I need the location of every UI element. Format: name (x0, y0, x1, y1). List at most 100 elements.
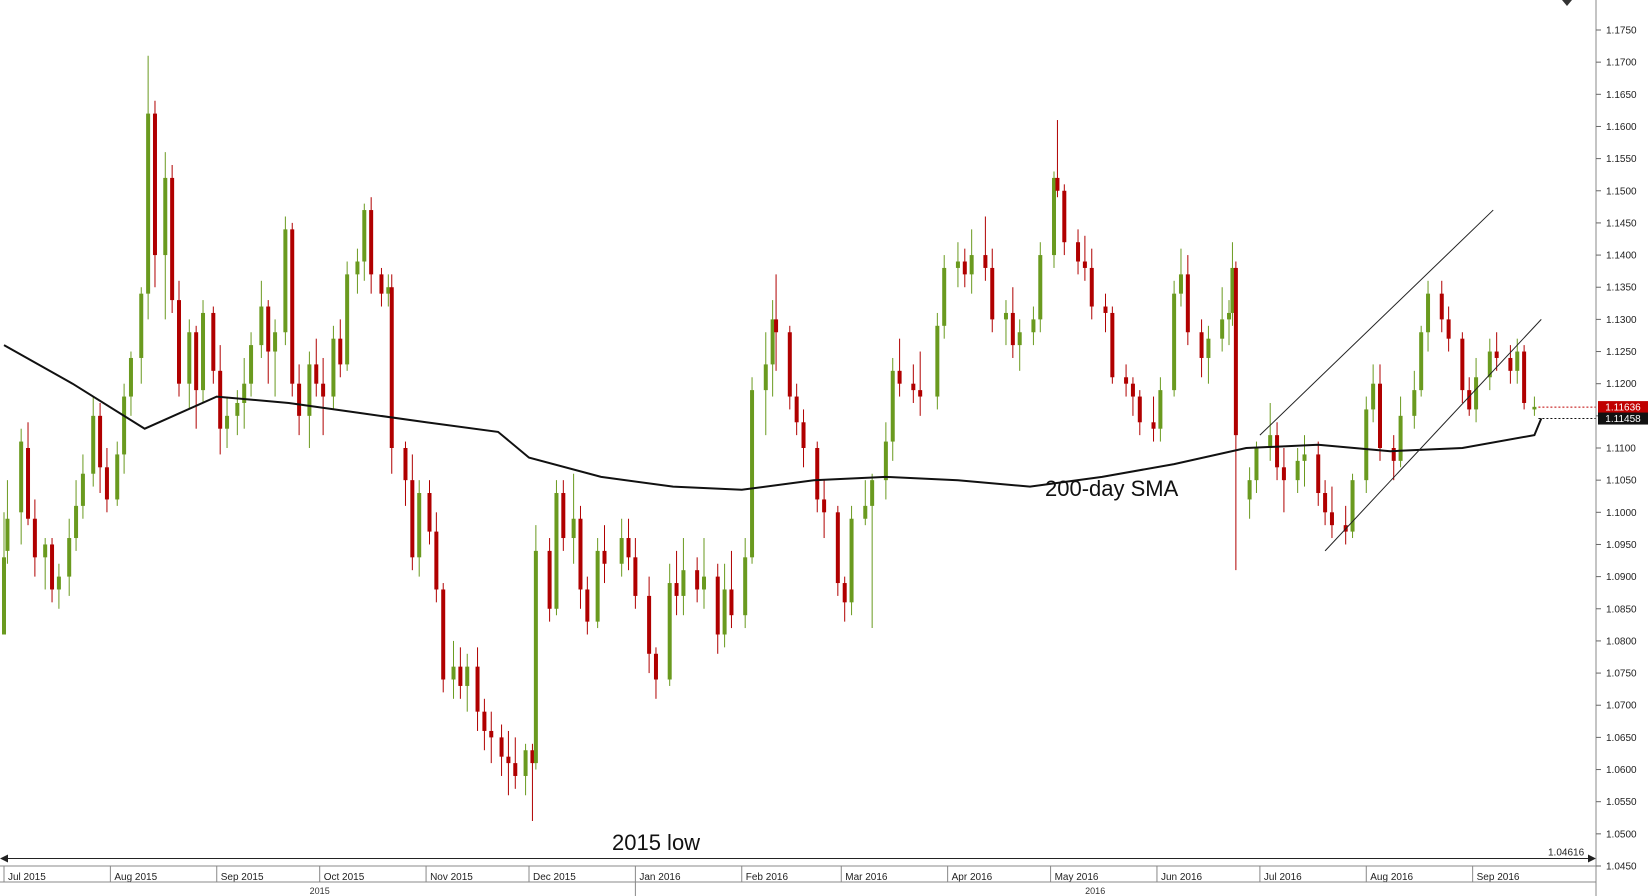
candle-body (482, 711, 487, 731)
candle-body (1062, 190, 1067, 243)
candle-body (331, 338, 336, 397)
candle-body (715, 576, 720, 635)
y-tick-label: 1.0500 (1606, 829, 1637, 840)
candle-body (835, 512, 840, 584)
y-tick-label: 1.1000 (1606, 508, 1637, 519)
candle-body (355, 261, 360, 275)
candle-body (870, 480, 875, 506)
candle-body (249, 345, 254, 384)
candle-body (1247, 480, 1252, 500)
candle-body (626, 538, 631, 558)
candle-body (499, 737, 504, 757)
candle-body (571, 518, 576, 539)
candle-body (653, 653, 658, 680)
y-tick-label: 1.1400 (1606, 251, 1637, 262)
candle-body (1220, 319, 1225, 339)
candle-body (794, 396, 799, 423)
x-month-label: Sep 2016 (1477, 872, 1520, 883)
candle-body (67, 538, 72, 577)
y-axis: 1.1750 1.1700 1.1650 1.1600 1.1550 1.1500 1.14… (1595, 0, 1651, 896)
candle-body (990, 267, 995, 320)
candle-body (774, 319, 779, 333)
candle-body (389, 287, 394, 448)
candle-body (50, 544, 55, 590)
candle-body (98, 415, 103, 468)
candle-body (242, 383, 247, 403)
candle-body (369, 210, 374, 275)
candle-body (338, 338, 343, 365)
x-month-label: Dec 2015 (533, 872, 576, 883)
candle-body (1055, 177, 1060, 191)
candle-body (585, 589, 590, 622)
candle-body (345, 274, 350, 365)
x-month-label: Feb 2016 (746, 872, 789, 883)
candle-body (506, 756, 511, 764)
sma-200-line (3, 344, 1543, 491)
y-tick-label: 1.1600 (1606, 122, 1637, 133)
candle-body (595, 550, 600, 622)
x-month-label: Mar 2016 (845, 872, 888, 883)
candle-body (722, 589, 727, 635)
candle-body (1398, 415, 1403, 461)
collapse-arrow-icon[interactable] (1562, 0, 1572, 6)
candle-body (194, 332, 199, 391)
candle-body (177, 300, 182, 384)
candle-body (523, 750, 528, 776)
channel-line (1324, 319, 1542, 552)
candle-body (822, 499, 827, 513)
candle-body (1031, 319, 1036, 333)
y-tick-label: 1.1650 (1606, 90, 1637, 101)
candle-body (1329, 512, 1334, 526)
candle-body (787, 332, 792, 397)
candle-body (1467, 390, 1472, 410)
candle-body (513, 763, 518, 776)
candle-body (225, 415, 230, 429)
candle-body (1522, 351, 1527, 403)
low-left-arrow-icon (0, 854, 8, 863)
candle-body (983, 255, 988, 268)
candle-body (1412, 390, 1417, 416)
candle-body (26, 448, 31, 519)
candle-body (1199, 332, 1204, 358)
candle-body (170, 177, 175, 301)
y-tick-label: 1.1350 (1606, 283, 1637, 294)
x-month-label: Aug 2016 (1370, 872, 1413, 883)
candle-body (578, 518, 583, 590)
y-tick-label: 1.0900 (1606, 572, 1637, 583)
candle-body (763, 364, 768, 391)
candle-body (1268, 435, 1273, 448)
y-tick-label: 1.1100 (1606, 444, 1636, 455)
candle-body (273, 332, 278, 352)
candle-body (1391, 448, 1396, 461)
y-tick-label: 1.1050 (1606, 476, 1637, 487)
x-month-label: Apr 2016 (952, 872, 993, 883)
candle-body (883, 441, 888, 481)
candle-body (602, 550, 607, 564)
candle-body (139, 293, 144, 358)
candle-body (465, 666, 470, 686)
candle-body (681, 570, 686, 596)
low-annotation: 2015 low (612, 830, 700, 855)
candle-body (863, 505, 868, 519)
candle-body (1439, 293, 1444, 320)
candle-body (1227, 312, 1232, 320)
candle-body (1275, 435, 1280, 468)
channel-line (1259, 209, 1494, 436)
candle-body (1151, 422, 1156, 429)
candle-body (441, 589, 446, 680)
y-tick-label: 1.1200 (1606, 379, 1637, 390)
candle-body (163, 177, 168, 256)
candle-body (1419, 332, 1424, 391)
candle-body (955, 261, 960, 268)
candle-body (218, 370, 223, 429)
candle-body (290, 229, 295, 384)
candle-body (43, 544, 48, 558)
candle-body (104, 467, 109, 500)
candle-body (32, 518, 37, 558)
sma-annotation: 200-day SMA (1045, 476, 1179, 501)
candle-body (362, 210, 367, 262)
candle-body (19, 441, 24, 513)
candle-body (729, 589, 734, 616)
y-tick-label: 1.1700 (1606, 58, 1637, 69)
